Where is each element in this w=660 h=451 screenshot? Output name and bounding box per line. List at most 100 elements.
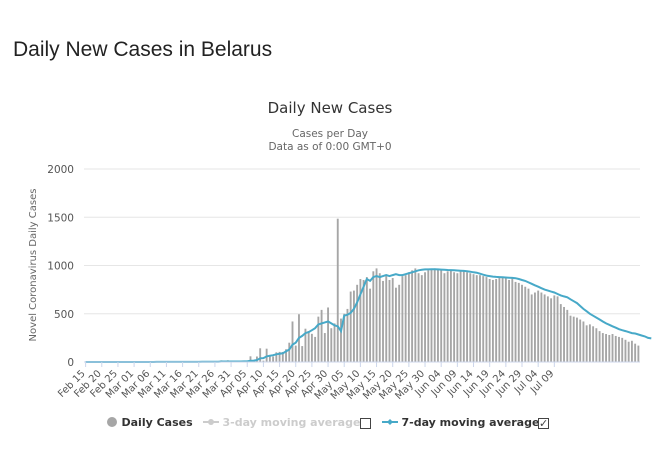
chart-legend: Daily Cases 3-day moving average 7-day m… — [0, 412, 660, 436]
bar — [614, 335, 617, 362]
bar — [491, 279, 494, 362]
legend-7day-label: 7-day moving average — [401, 416, 540, 429]
bar — [572, 316, 575, 362]
bar — [249, 356, 252, 362]
bar — [504, 278, 507, 362]
bar — [437, 269, 439, 362]
y-tick-label: 1000 — [47, 261, 74, 273]
bar — [281, 351, 284, 362]
bar — [498, 278, 501, 362]
bar — [417, 273, 420, 362]
bar — [272, 356, 275, 362]
bar — [595, 328, 598, 362]
bar — [630, 340, 633, 362]
bar — [395, 287, 397, 362]
bar — [598, 331, 601, 362]
bar — [430, 269, 433, 362]
bar — [585, 325, 588, 362]
legend-3day-marker-icon — [203, 419, 219, 425]
bar — [365, 277, 368, 362]
y-tick-label: 500 — [54, 309, 74, 321]
bar — [553, 295, 556, 362]
bar — [385, 276, 388, 362]
bar — [420, 275, 423, 362]
chart-subtitle-line1: Cases per Day — [292, 128, 368, 140]
legend-daily-cases-marker-icon — [107, 417, 117, 427]
bar — [488, 279, 491, 362]
bar — [446, 271, 449, 362]
bar — [262, 360, 265, 362]
page-title: Daily New Cases in Belarus — [13, 38, 273, 61]
bar — [511, 277, 514, 362]
legend-7day-marker-icon — [382, 419, 398, 425]
bar — [411, 270, 414, 362]
bar — [453, 272, 456, 362]
bar — [514, 281, 517, 362]
legend-3day-label: 3-day moving average — [222, 416, 361, 429]
bar — [352, 290, 355, 362]
bar — [543, 294, 546, 362]
bar — [469, 273, 472, 362]
bar — [540, 292, 543, 362]
bar — [382, 280, 384, 362]
bar — [475, 275, 478, 362]
y-tick-label: 1500 — [47, 212, 74, 224]
bar — [320, 309, 323, 362]
legend-item-daily-cases[interactable]: Daily Cases — [106, 416, 193, 429]
bar — [462, 270, 465, 362]
bar — [495, 279, 498, 362]
bar — [624, 339, 627, 362]
bar — [501, 277, 504, 362]
bar — [563, 306, 565, 362]
bar — [530, 294, 533, 362]
bar — [433, 268, 436, 362]
bar — [576, 317, 578, 362]
bar — [521, 284, 523, 362]
bar — [378, 273, 381, 362]
bar — [265, 348, 268, 362]
bar — [556, 296, 559, 362]
bar — [407, 272, 410, 362]
bar — [404, 275, 407, 362]
bar — [566, 309, 569, 362]
bar — [508, 279, 511, 362]
bar — [579, 319, 582, 362]
bar — [524, 286, 527, 362]
bar — [569, 315, 572, 362]
bar — [323, 333, 326, 362]
bar — [340, 318, 342, 362]
bar — [401, 276, 404, 362]
bar — [527, 288, 530, 362]
toggle-3day-average-checkbox[interactable] — [360, 418, 371, 429]
bar — [349, 291, 352, 362]
checkmark-icon: ✓ — [539, 417, 549, 430]
bar — [268, 356, 271, 362]
bar — [472, 274, 475, 362]
bar — [285, 349, 287, 362]
bar — [427, 270, 430, 362]
y-tick-label: 0 — [67, 357, 74, 369]
daily-cases-bars — [129, 218, 640, 362]
chart-title: Daily New Cases — [268, 99, 393, 117]
legend-item-3day-average[interactable]: 3-day moving average — [203, 416, 360, 429]
bar — [517, 282, 520, 362]
y-axis-label: Novel Coronavirus Daily Cases — [28, 189, 39, 342]
bar — [546, 296, 549, 362]
bar — [605, 334, 607, 362]
bar — [466, 272, 468, 362]
bar — [294, 345, 297, 362]
legend-item-7day-average[interactable]: 7-day moving average — [382, 416, 539, 429]
daily-cases-chart: Daily New Cases Cases per Day Data as of… — [28, 99, 652, 402]
bar — [627, 341, 630, 362]
bar — [336, 218, 339, 362]
bar — [537, 290, 540, 362]
bar — [291, 321, 294, 362]
bar — [637, 345, 640, 362]
bar — [618, 336, 620, 362]
bar — [278, 351, 281, 362]
bar — [391, 278, 394, 362]
bar — [443, 273, 446, 362]
bar — [621, 337, 624, 362]
toggle-7day-average-checkbox[interactable]: ✓ — [538, 418, 549, 429]
